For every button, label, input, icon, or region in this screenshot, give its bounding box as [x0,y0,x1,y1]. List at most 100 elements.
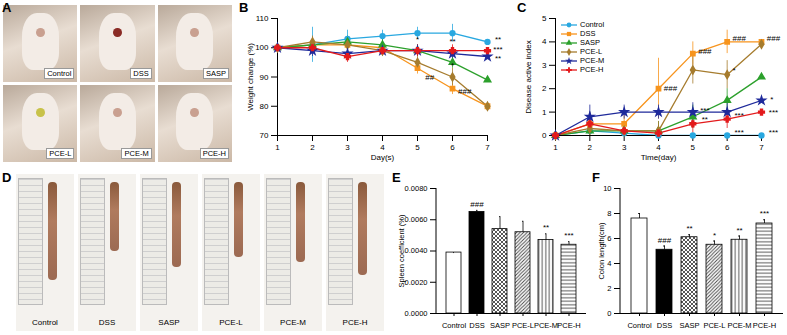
svg-text:2: 2 [588,143,593,152]
svg-text:Control: Control [627,321,652,330]
svg-text:2: 2 [310,143,315,152]
svg-text:Day(s): Day(s) [371,153,395,162]
svg-text:4: 4 [380,143,385,152]
svg-text:###: ### [767,34,781,43]
svg-text:**: ** [495,54,501,63]
svg-text:5: 5 [691,143,696,152]
svg-text:4: 4 [542,37,547,46]
svg-text:0.0060: 0.0060 [405,215,428,224]
html-text:DSS: DSS [98,318,116,327]
svg-text:5: 5 [542,14,547,23]
svg-text:*: * [451,61,454,70]
svg-text:0: 0 [607,309,611,318]
html-text:A: A [2,0,12,15]
svg-text:**: ** [736,226,742,235]
svg-text:Weight change (%): Weight change (%) [246,43,255,111]
html-text:B: B [239,0,249,15]
svg-text:DSS: DSS [469,321,484,330]
html-text:SASP: SASP [206,69,226,78]
svg-text:SASP: SASP [490,321,510,330]
html-text:PCE-M: PCE-M [124,149,149,158]
svg-text:***: *** [760,209,769,218]
svg-text:***: *** [493,45,502,54]
svg-text:**: ** [449,37,455,46]
svg-text:5: 5 [415,143,420,152]
svg-text:PCE-H: PCE-H [557,321,580,330]
svg-text:0.0000: 0.0000 [405,309,428,318]
svg-text:6: 6 [450,143,455,152]
svg-text:Colon length(cm): Colon length(cm) [597,222,606,280]
svg-text:###: ### [698,47,712,56]
svg-text:1: 1 [542,108,547,117]
svg-text:**: ** [702,115,708,124]
svg-text:**: ** [495,35,501,44]
html-text:SASP: SASP [158,318,180,327]
svg-text:110: 110 [256,14,269,23]
svg-text:***: *** [769,128,778,137]
svg-text:70: 70 [260,131,269,140]
svg-text:7: 7 [759,143,764,152]
svg-text:4: 4 [656,143,661,152]
svg-text:***: *** [735,128,744,137]
html-text:PCE-L: PCE-L [49,149,72,158]
svg-text:*: * [770,95,773,104]
html-text:PCE-H: PCE-H [342,318,368,327]
svg-text:Disease active index: Disease active index [524,40,533,113]
svg-text:***: *** [769,108,778,117]
svg-text:2: 2 [607,284,611,293]
svg-text:0.0040: 0.0040 [405,246,428,255]
svg-text:4: 4 [607,259,611,268]
svg-text:***: *** [564,231,573,240]
svg-text:###: ### [733,34,747,43]
svg-text:**: ** [543,223,549,232]
svg-text:3: 3 [345,143,350,152]
svg-text:8: 8 [607,209,611,218]
html-text:Control: Control [47,69,72,78]
svg-text:80: 80 [260,102,269,111]
html-text:PCE-H: PCE-H [202,149,226,158]
svg-text:10: 10 [603,184,611,193]
svg-text:SASP: SASP [679,321,699,330]
html-text:PCE-L: PCE-L [219,318,243,327]
svg-text:PCE-H: PCE-H [753,321,776,330]
svg-text:0: 0 [542,131,547,140]
svg-text:90: 90 [260,73,269,82]
svg-text:Control: Control [442,321,467,330]
svg-text:0.0020: 0.0020 [405,278,428,287]
svg-text:*: * [713,231,716,240]
html-text:D: D [2,170,12,185]
svg-text:*: * [416,35,419,44]
svg-text:0.0080: 0.0080 [405,184,428,193]
svg-text:1: 1 [275,143,280,152]
html-text:SASP: SASP [580,38,600,47]
svg-text:3: 3 [622,143,627,152]
svg-text:PCE-L: PCE-L [512,321,534,330]
html-text:DSS: DSS [133,69,149,78]
svg-text:Spleen coefficient (%): Spleen coefficient (%) [397,214,406,287]
svg-text:PCE-M: PCE-M [534,321,558,330]
html-text:Control: Control [32,318,58,327]
svg-text:###: ### [658,236,672,245]
svg-text:6: 6 [607,234,611,243]
svg-text:PCE-M: PCE-M [727,321,751,330]
svg-text:###: ### [458,87,472,96]
svg-text:3: 3 [542,61,547,70]
svg-text:##: ## [425,73,434,82]
svg-text:*: * [732,66,735,75]
svg-text:###: ### [470,200,484,209]
html-text:C: C [517,0,527,15]
svg-text:***: *** [735,111,744,120]
svg-text:100: 100 [255,43,269,52]
svg-text:6: 6 [725,143,730,152]
svg-text:2: 2 [542,84,547,93]
html-text:DSS: DSS [580,29,596,38]
svg-text:###: ### [664,84,678,93]
html-text:Control: Control [580,20,605,29]
html-text:PCE-M: PCE-M [280,318,306,327]
svg-text:DSS: DSS [657,321,672,330]
svg-text:PCE-L: PCE-L [703,321,725,330]
svg-text:Time(day): Time(day) [641,153,677,162]
svg-text:7: 7 [485,143,490,152]
svg-text:1: 1 [553,143,558,152]
svg-text:**: ** [686,224,692,233]
